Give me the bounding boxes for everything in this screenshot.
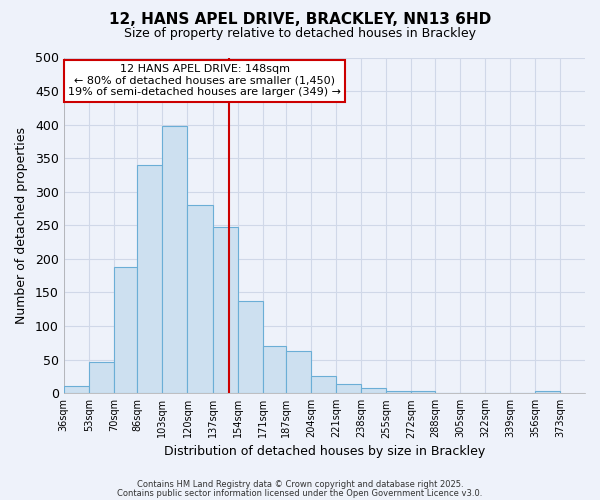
Bar xyxy=(535,391,560,393)
Bar xyxy=(336,384,361,393)
Bar xyxy=(238,301,263,393)
Y-axis label: Number of detached properties: Number of detached properties xyxy=(15,127,28,324)
Bar xyxy=(386,391,411,393)
Bar xyxy=(212,228,238,393)
Bar xyxy=(137,165,163,393)
Bar xyxy=(435,392,460,393)
Bar xyxy=(64,386,89,393)
Bar xyxy=(286,351,311,393)
Bar xyxy=(187,205,212,393)
Bar xyxy=(411,391,435,393)
X-axis label: Distribution of detached houses by size in Brackley: Distribution of detached houses by size … xyxy=(164,444,485,458)
Bar xyxy=(311,376,336,393)
Bar xyxy=(163,126,187,393)
Text: Contains public sector information licensed under the Open Government Licence v3: Contains public sector information licen… xyxy=(118,488,482,498)
Text: 12 HANS APEL DRIVE: 148sqm
← 80% of detached houses are smaller (1,450)
19% of s: 12 HANS APEL DRIVE: 148sqm ← 80% of deta… xyxy=(68,64,341,98)
Bar xyxy=(114,267,137,393)
Bar xyxy=(89,362,114,393)
Bar xyxy=(263,346,286,393)
Text: Size of property relative to detached houses in Brackley: Size of property relative to detached ho… xyxy=(124,28,476,40)
Bar xyxy=(361,388,386,393)
Text: 12, HANS APEL DRIVE, BRACKLEY, NN13 6HD: 12, HANS APEL DRIVE, BRACKLEY, NN13 6HD xyxy=(109,12,491,28)
Text: Contains HM Land Registry data © Crown copyright and database right 2025.: Contains HM Land Registry data © Crown c… xyxy=(137,480,463,489)
